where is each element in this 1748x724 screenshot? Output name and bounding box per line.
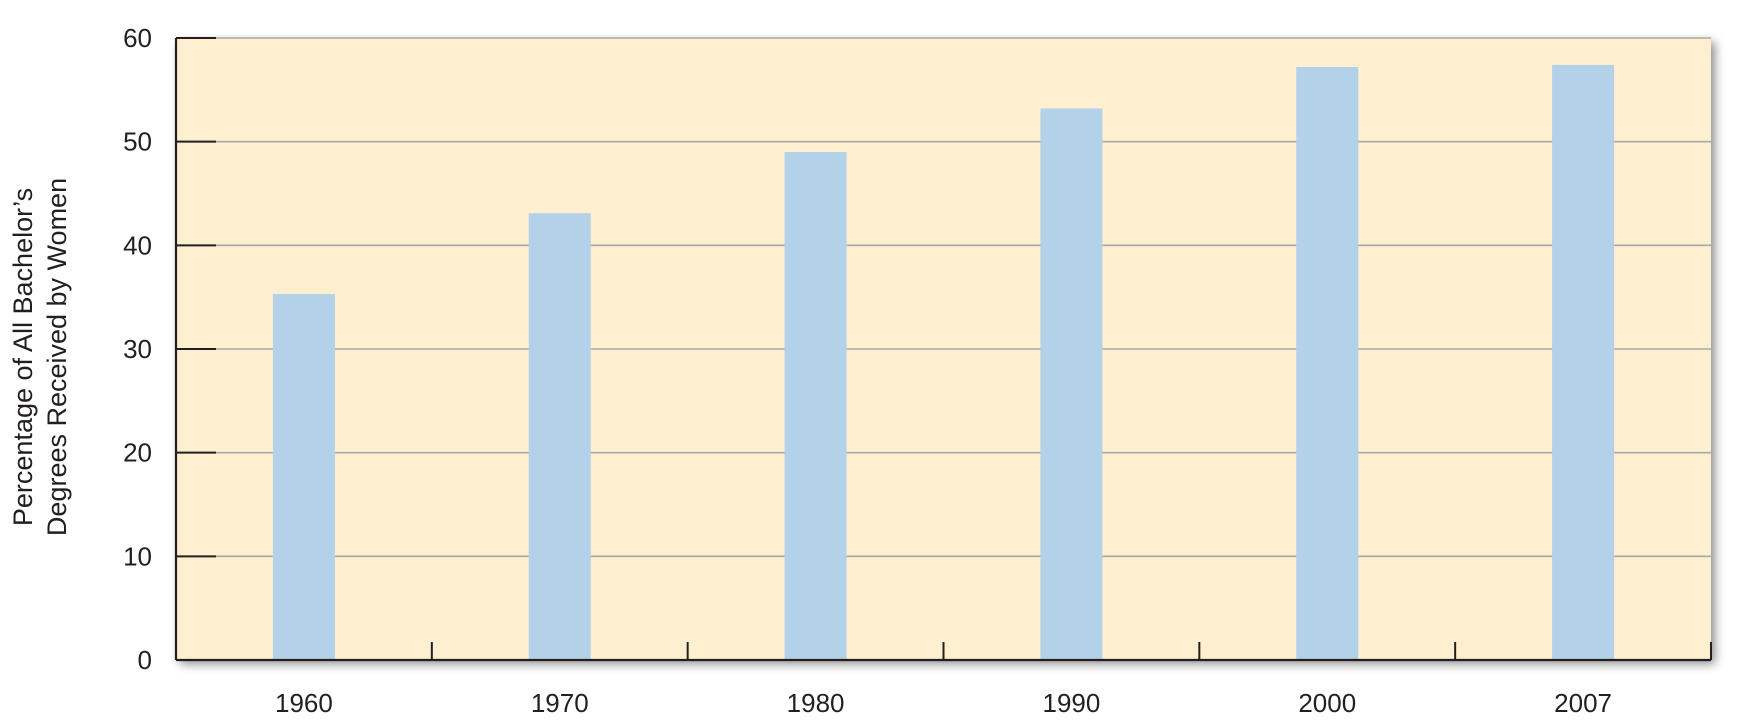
bar-1990 [1040,108,1103,660]
bar-1970 [528,213,591,661]
y-axis-title: Percentage of All Bachelor’s Degrees Rec… [8,178,72,536]
x-tick-label: 2000 [1298,688,1356,718]
y-tick-label: 10 [123,541,152,571]
bars [272,64,1615,661]
x-tick-label: 1960 [275,688,333,718]
x-tick-label: 1990 [1042,688,1100,718]
y-tick-label: 20 [123,438,152,468]
x-tick-label: 2007 [1554,688,1612,718]
y-tick-label: 40 [123,230,152,260]
gridlines [176,37,1711,558]
y-tick-label: 60 [123,23,152,53]
x-tick-label: 1980 [787,688,845,718]
y-axis-title-line-2: Degrees Received by Women [42,178,72,536]
bar-2007 [1552,64,1615,661]
y-tick-label: 0 [138,645,152,675]
x-tick-labels: 1960 1970 1980 1990 2000 2007 [275,688,1612,718]
y-tick-label: 30 [123,334,152,364]
y-axis-title-line-1: Percentage of All Bachelor’s [8,188,38,526]
y-tick-label: 50 [123,127,152,157]
y-tick-labels: 0 10 20 30 40 50 60 [123,23,152,675]
axes [174,37,1712,662]
bar-1960 [272,294,335,660]
bar-2000 [1296,67,1359,660]
x-tick-label: 1970 [531,688,589,718]
bar-1980 [784,152,847,661]
